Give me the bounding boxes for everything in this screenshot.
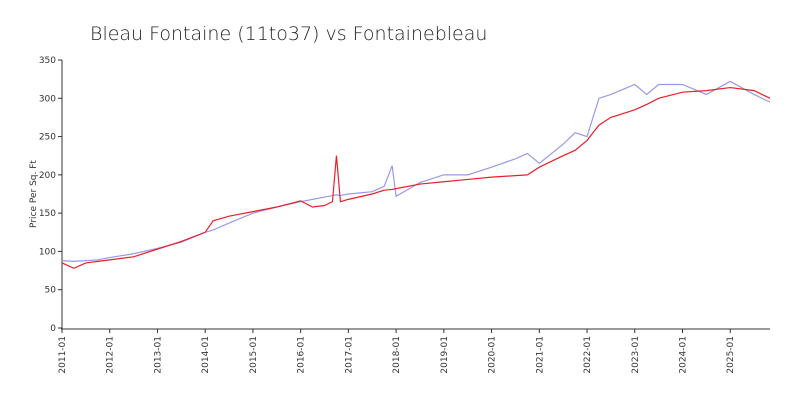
y-tick-label: 100	[39, 247, 56, 257]
x-tick-label: 2019-01	[440, 336, 450, 374]
x-tick-label: 2015-01	[249, 336, 259, 374]
x-tick-label: 2017-01	[344, 336, 354, 374]
x-tick-label: 2014-01	[201, 336, 211, 374]
x-tick-label: 2024-01	[678, 336, 688, 374]
series-line	[61, 80, 771, 262]
x-tick-label: 2013-01	[153, 336, 163, 374]
x-tick-label: 2011-01	[58, 336, 68, 374]
x-tick-label: 2012-01	[106, 336, 116, 374]
y-tick-label: 200	[39, 171, 56, 181]
y-tick-label: 300	[39, 94, 56, 104]
y-tick-label: 350	[39, 56, 56, 66]
x-tick-label: 2020-01	[488, 336, 498, 374]
y-tick-label: 0	[50, 324, 56, 334]
y-tick-label: 150	[39, 209, 56, 219]
y-axis-label: Price Per Sq. Ft	[29, 160, 39, 228]
x-tick-label: 2021-01	[535, 336, 545, 374]
x-tick-label: 2018-01	[392, 336, 402, 374]
x-tick-label: 2016-01	[297, 336, 307, 374]
x-tick-label: 2025-01	[726, 336, 736, 374]
x-tick-label: 2022-01	[583, 336, 593, 374]
y-tick-label: 250	[39, 133, 56, 143]
x-tick-label: 2023-01	[631, 336, 641, 374]
y-tick-label: 50	[45, 286, 57, 296]
chart-title: Bleau Fontaine (11to37) vs Fontainebleau	[90, 23, 487, 45]
series-line	[61, 86, 771, 269]
